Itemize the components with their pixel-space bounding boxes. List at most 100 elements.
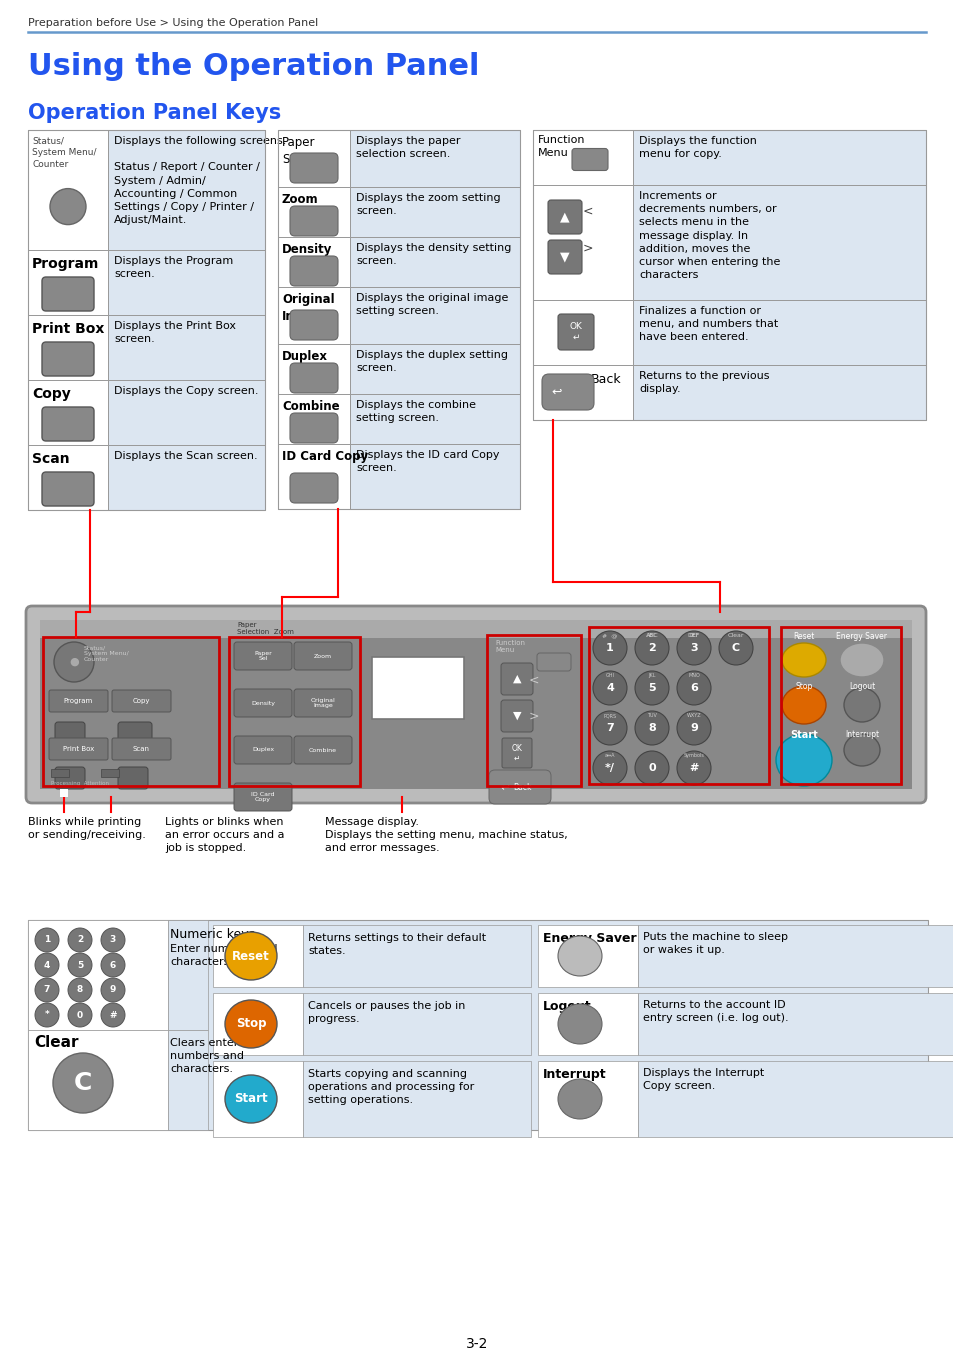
Text: Clears entered
numbers and
characters.: Clears entered numbers and characters. [170,1038,252,1075]
Bar [40,620,911,639]
Text: Displays the original image
setting screen.: Displays the original image setting scre… [355,293,508,316]
Text: Paper
Selection  Zoom: Paper Selection Zoom [236,622,294,634]
Bar [28,315,108,379]
FancyBboxPatch shape [118,767,148,788]
Ellipse shape [225,931,276,980]
FancyBboxPatch shape [290,472,337,504]
Text: Processing  Attention: Processing Attention [51,782,109,786]
FancyBboxPatch shape [42,472,94,506]
Ellipse shape [840,643,883,676]
Text: Function
Menu: Function Menu [495,640,524,653]
Text: 0: 0 [647,763,655,774]
Text: Puts the machine to sleep
or wakes it up.: Puts the machine to sleep or wakes it up… [642,931,787,956]
Text: 9: 9 [689,724,698,733]
Text: Energy Saver: Energy Saver [836,632,886,641]
Ellipse shape [781,643,825,676]
Text: *: * [45,1011,50,1019]
Text: 0: 0 [77,1011,83,1019]
FancyBboxPatch shape [500,701,533,732]
Ellipse shape [101,977,125,1002]
Bar [28,1030,168,1130]
Text: Returns to the previous
display.: Returns to the previous display. [639,371,769,394]
Bar [108,446,265,510]
Text: >: > [528,710,538,722]
Ellipse shape [101,953,125,977]
Bar [28,250,108,315]
Ellipse shape [635,751,668,784]
Ellipse shape [35,977,59,1002]
Text: 2: 2 [647,643,655,653]
Text: Logout: Logout [542,1000,591,1012]
Text: ▼: ▼ [559,251,569,263]
Bar [108,250,265,315]
Text: Displays the Copy screen.: Displays the Copy screen. [113,386,258,396]
FancyBboxPatch shape [541,374,594,410]
Text: #  @: # @ [601,633,617,639]
Bar [108,130,265,250]
FancyBboxPatch shape [233,783,292,811]
Bar [51,769,69,778]
FancyBboxPatch shape [49,690,108,711]
Text: Energy Saver: Energy Saver [542,931,636,945]
Bar [213,1061,303,1137]
Bar [40,620,911,788]
Ellipse shape [68,977,91,1002]
Ellipse shape [677,630,710,666]
Text: Reset: Reset [232,949,270,963]
Bar [350,188,519,238]
Text: Returns to the account ID
entry screen (i.e. log out).: Returns to the account ID entry screen (… [642,1000,788,1023]
Text: 3: 3 [110,936,116,945]
FancyBboxPatch shape [55,722,85,744]
Text: Displays the Interrupt
Copy screen.: Displays the Interrupt Copy screen. [642,1068,763,1091]
Text: 5: 5 [647,683,655,693]
FancyBboxPatch shape [489,769,551,805]
Text: 5: 5 [77,960,83,969]
Text: Displays the following screens.

Status / Report / Counter /
System / Admin/
Acc: Displays the following screens. Status /… [113,136,286,225]
Bar [229,637,359,786]
Text: <: < [582,205,593,217]
FancyBboxPatch shape [290,363,337,393]
Ellipse shape [677,751,710,784]
Text: Starts copying and scanning
operations and processing for
setting operations.: Starts copying and scanning operations a… [308,1069,474,1106]
Bar [277,288,350,344]
Ellipse shape [225,1075,276,1123]
Text: GHI: GHI [605,674,614,678]
Ellipse shape [635,671,668,705]
Bar [108,379,265,446]
Bar [537,925,638,987]
Text: Zoom: Zoom [282,193,318,207]
Text: Interrupt: Interrupt [542,1068,606,1081]
Ellipse shape [677,711,710,745]
Text: 4: 4 [605,683,614,693]
Bar [533,130,925,420]
Text: Symbols: Symbols [683,753,703,757]
FancyBboxPatch shape [290,310,337,340]
FancyBboxPatch shape [49,738,108,760]
Bar [28,919,927,1130]
Text: Status/
System Menu/
Counter: Status/ System Menu/ Counter [32,136,96,169]
Bar [28,130,108,250]
FancyBboxPatch shape [26,606,925,803]
Text: ABC: ABC [646,633,657,639]
Text: Copy: Copy [132,698,150,703]
Bar [108,315,265,379]
Bar [303,1061,531,1137]
FancyBboxPatch shape [290,153,337,184]
Ellipse shape [225,1000,276,1048]
Text: Message display.
Displays the setting menu, machine status,
and error messages.: Message display. Displays the setting me… [325,817,567,853]
Bar [28,379,108,446]
Text: Paper
Selection: Paper Selection [282,136,336,166]
FancyBboxPatch shape [233,643,292,670]
Text: ID Card
Copy: ID Card Copy [251,792,274,802]
Bar [638,925,952,987]
Ellipse shape [593,751,626,784]
Bar [43,637,219,786]
Bar [350,344,519,394]
Bar [277,394,350,444]
Text: JKL: JKL [648,674,655,678]
Bar [28,130,265,510]
Ellipse shape [558,936,601,976]
Text: WXYZ: WXYZ [686,713,700,718]
Bar [60,788,68,796]
Ellipse shape [35,927,59,952]
